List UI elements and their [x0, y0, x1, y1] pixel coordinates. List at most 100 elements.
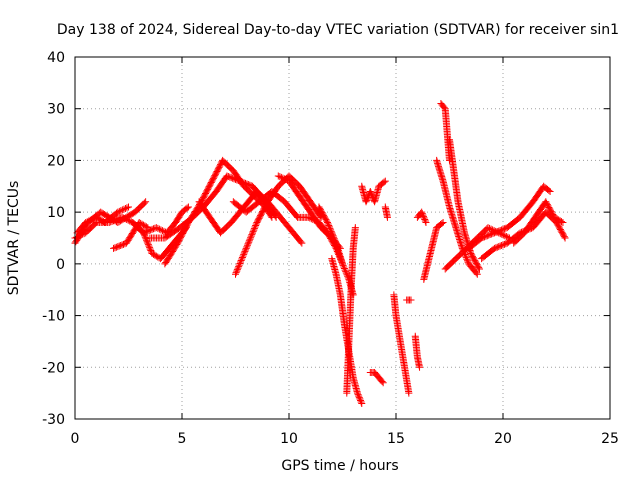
data-marker: [115, 242, 123, 250]
data-marker: [249, 228, 257, 236]
data-marker: [232, 269, 240, 277]
series-sat-c: [73, 203, 132, 237]
data-marker: [323, 217, 331, 225]
data-marker: [493, 228, 501, 236]
data-marker: [407, 296, 415, 304]
x-axis-label: GPS time / hours: [281, 458, 398, 474]
data-marker: [416, 363, 424, 371]
data-marker: [499, 241, 507, 249]
data-marker: [326, 224, 334, 232]
data-marker: [490, 244, 498, 252]
data-marker: [405, 389, 413, 397]
data-marker: [546, 187, 554, 195]
data-marker: [121, 215, 129, 223]
data-marker: [233, 267, 241, 275]
data-points: [71, 100, 569, 407]
data-marker: [479, 233, 487, 241]
data-marker: [246, 181, 254, 189]
data-marker: [142, 228, 150, 236]
data-marker: [493, 243, 501, 251]
data-marker: [235, 261, 243, 269]
data-marker: [151, 251, 159, 259]
data-marker: [141, 222, 149, 230]
data-marker: [145, 242, 153, 250]
data-marker: [276, 173, 284, 181]
data-marker: [242, 246, 250, 254]
data-marker: [462, 252, 470, 260]
data-marker: [247, 234, 255, 242]
y-axis-label: SDTVAR / TECUs: [6, 181, 22, 296]
data-marker: [94, 214, 102, 222]
data-marker: [484, 224, 492, 232]
data-marker: [475, 264, 483, 272]
data-marker: [155, 225, 163, 233]
data-marker: [357, 397, 365, 405]
data-marker: [419, 211, 427, 219]
data-marker: [237, 178, 245, 186]
data-marker: [473, 270, 481, 278]
series-sat-x: [433, 156, 481, 278]
data-marker: [245, 238, 253, 246]
data-marker: [381, 177, 389, 185]
y-tick-label: 10: [47, 205, 65, 221]
data-marker: [89, 215, 97, 223]
data-marker: [145, 227, 153, 235]
data-marker: [502, 233, 510, 241]
data-marker: [83, 218, 91, 226]
data-marker: [139, 229, 147, 237]
data-marker: [77, 231, 85, 239]
data-marker: [489, 229, 497, 237]
data-marker: [330, 233, 338, 241]
data-marker: [282, 176, 290, 184]
data-marker: [117, 207, 125, 215]
data-marker: [227, 174, 235, 182]
data-marker: [138, 220, 146, 228]
data-marker: [490, 229, 498, 237]
data-marker: [561, 234, 569, 242]
data-marker: [420, 213, 428, 221]
y-tick-label: -10: [42, 309, 65, 325]
data-marker: [553, 215, 561, 223]
data-marker: [472, 269, 480, 277]
data-marker: [240, 179, 248, 187]
data-marker: [478, 234, 486, 242]
data-marker: [243, 241, 251, 249]
data-marker: [556, 217, 564, 225]
data-marker: [154, 253, 162, 261]
data-marker: [500, 240, 508, 248]
data-marker: [499, 225, 507, 233]
data-marker: [327, 227, 335, 235]
data-marker: [366, 187, 374, 195]
data-marker: [245, 237, 253, 245]
series-sat-t: [411, 332, 424, 371]
data-marker: [252, 222, 260, 230]
data-marker: [112, 243, 120, 251]
chart-title: Day 138 of 2024, Sidereal Day-to-day VTE…: [57, 22, 619, 38]
data-marker: [341, 266, 349, 274]
data-marker: [232, 270, 239, 278]
data-marker: [545, 186, 553, 194]
data-marker: [79, 230, 87, 238]
data-marker: [237, 258, 245, 266]
data-marker: [224, 173, 232, 181]
data-marker: [496, 242, 504, 250]
data-marker: [342, 268, 350, 276]
data-marker: [559, 218, 567, 226]
data-marker: [235, 263, 243, 271]
data-marker: [183, 204, 191, 212]
data-marker: [418, 210, 426, 218]
data-marker: [331, 238, 339, 246]
data-marker: [236, 177, 244, 185]
data-marker: [117, 241, 125, 249]
data-marker: [343, 271, 351, 279]
data-marker: [226, 173, 234, 181]
data-marker: [114, 215, 122, 223]
data-marker: [142, 235, 150, 243]
data-marker: [552, 214, 560, 222]
x-tick-label: 20: [494, 431, 512, 447]
data-marker: [328, 230, 336, 238]
data-marker: [144, 241, 152, 249]
data-marker: [124, 216, 132, 224]
